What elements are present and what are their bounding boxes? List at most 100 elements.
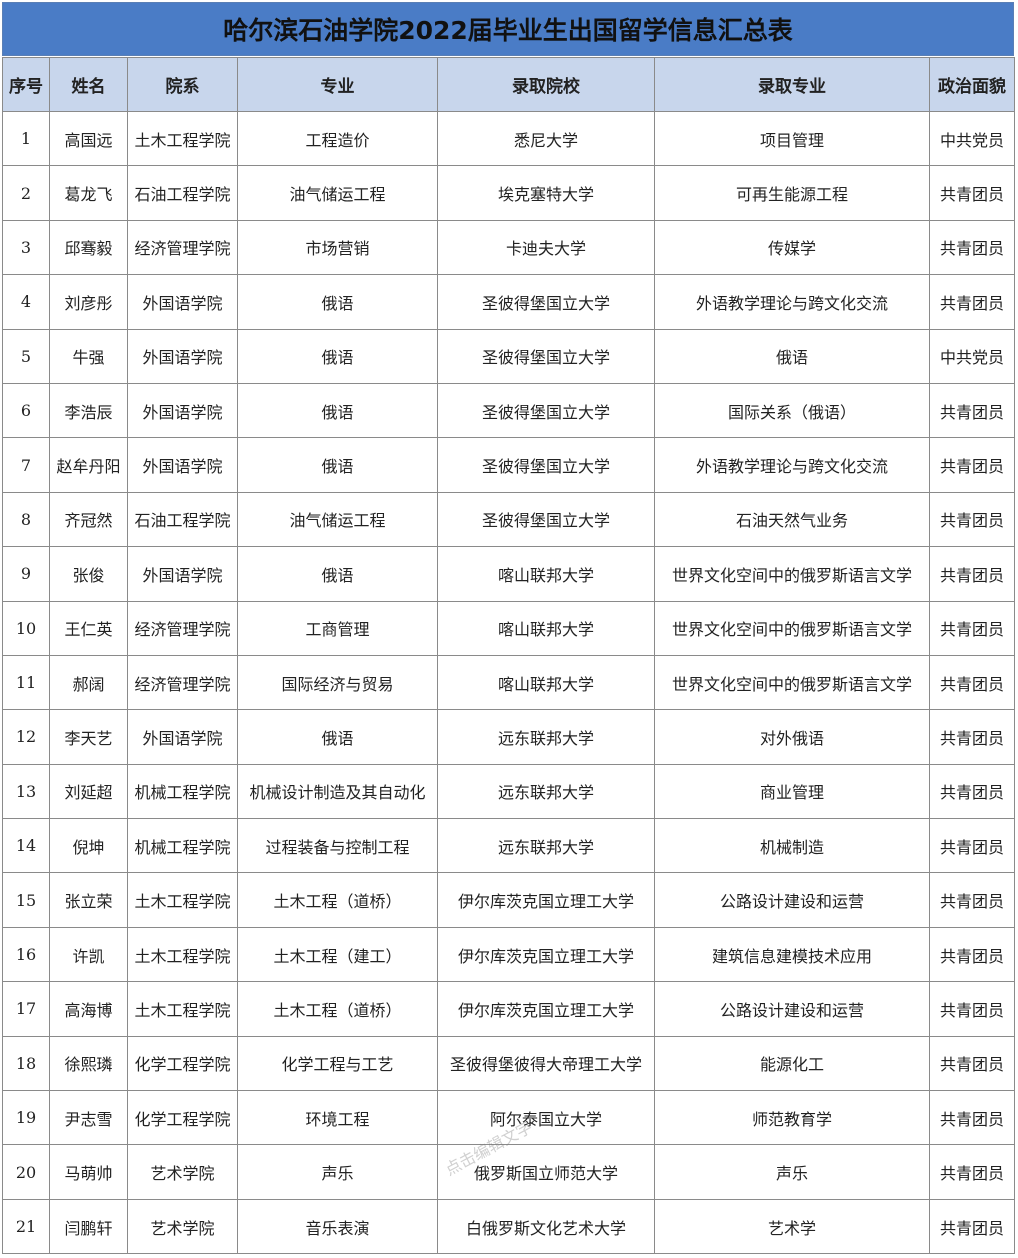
table-cell: 环境工程 [237,1090,438,1146]
table-cell: 牛强 [49,328,128,384]
table-cell: 国际经济与贸易 [237,654,438,711]
table-row: 13 刘延超 机械工程学院 机械设计制造及其自动化 远东联邦大学 商业管理 共青团员 [2,763,1015,820]
table-cell: 项目管理 [654,110,930,167]
table-cell: 葛龙飞 [49,165,128,221]
table-cell: 共青团员 [929,763,1015,820]
table-cell: 13 [2,763,50,820]
table-cell: 10 [2,600,50,656]
table-cell: 马萌帅 [49,1144,128,1200]
table-cell: 7 [2,437,50,493]
table-cell: 师范教育学 [654,1090,930,1146]
table-cell: 远东联邦大学 [437,818,655,874]
table-cell: 伊尔库茨克国立理工大学 [437,926,655,983]
table-cell: 闫鹏轩 [49,1198,128,1255]
table-cell: 尹志雪 [49,1090,128,1146]
table-cell: 油气储运工程 [237,165,438,221]
column-header: 录取专业 [654,57,930,112]
table-cell: 9 [2,546,50,602]
column-header: 序号 [2,57,50,112]
table-cell: 喀山联邦大学 [437,546,655,602]
table-row: 5 牛强 外国语学院 俄语 圣彼得堡国立大学 俄语 中共党员 [2,328,1015,384]
table-cell: 圣彼得堡国立大学 [437,491,655,548]
table-row: 19 尹志雪 化学工程学院 环境工程 阿尔泰国立大学 师范教育学 共青团员 [2,1090,1015,1146]
table-cell: 国际关系（俄语） [654,382,930,439]
table-cell: 工商管理 [237,600,438,656]
table-cell: 机械制造 [654,818,930,874]
table-row: 8 齐冠然 石油工程学院 油气储运工程 圣彼得堡国立大学 石油天然气业务 共青团员 [2,491,1015,548]
table-cell: 俄语 [237,437,438,493]
table-cell: 张俊 [49,546,128,602]
table-cell: 21 [2,1198,50,1255]
table-cell: 阿尔泰国立大学 [437,1090,655,1146]
table-row: 17 高海博 土木工程学院 土木工程（道桥） 伊尔库茨克国立理工大学 公路设计建设和运营共… [2,981,1015,1037]
table-cell: 喀山联邦大学 [437,600,655,656]
table-cell: 对外俄语 [654,709,930,765]
table-row: 4 刘彦彤 外国语学院 俄语 圣彼得堡国立大学 外语教学理论与跨文化交流 共青团员 [2,274,1015,330]
table-cell: 刘延超 [49,763,128,820]
table-cell: 土木工程学院 [127,981,238,1037]
table-cell: 市场营销 [237,219,438,276]
table-cell: 经济管理学院 [127,600,238,656]
table-cell: 悉尼大学 [437,110,655,167]
table-cell: 外国语学院 [127,437,238,493]
table-row: 7 赵牟丹阳 外国语学院 俄语 圣彼得堡国立大学 外语教学理论与跨文化交流 共青团员 [2,437,1015,493]
table-cell: 能源化工 [654,1035,930,1092]
column-header: 政治面貌 [929,57,1015,112]
table-cell: 远东联邦大学 [437,763,655,820]
table-cell: 外国语学院 [127,328,238,384]
table-cell: 土木工程学院 [127,926,238,983]
table-cell: 6 [2,382,50,439]
table-cell: 李天艺 [49,709,128,765]
table-cell: 齐冠然 [49,491,128,548]
table-row: 15 张立荣 土木工程学院 土木工程（道桥） 伊尔库茨克国立理工大学 公路设计建设和运营共… [2,872,1015,928]
table-row: 20 马萌帅 艺术学院 声乐 俄罗斯国立师范大学 声乐 共青团员 [2,1144,1015,1200]
table-cell: 机械工程学院 [127,818,238,874]
table-cell: 过程装备与控制工程 [237,818,438,874]
table-row: 14 倪坤 机械工程学院 过程装备与控制工程 远东联邦大学 机械制造 共青团员 [2,818,1015,874]
table-row: 6 李浩辰 外国语学院 俄语 圣彼得堡国立大学 国际关系（俄语） 共青团员 [2,382,1015,439]
table-cell: 倪坤 [49,818,128,874]
table-cell: 外国语学院 [127,546,238,602]
table-cell: 外语教学理论与跨文化交流 [654,437,930,493]
table-cell: 化学工程学院 [127,1090,238,1146]
table-cell: 可再生能源工程 [654,165,930,221]
table-cell: 圣彼得堡彼得大帝理工大学 [437,1035,655,1092]
table-cell: 圣彼得堡国立大学 [437,437,655,493]
table-cell: 俄罗斯国立师范大学 [437,1144,655,1200]
table-row: 12 李天艺 外国语学院 俄语 远东联邦大学 对外俄语 共青团员 [2,709,1015,765]
table-cell: 外国语学院 [127,274,238,330]
table-cell: 12 [2,709,50,765]
table-cell: 伊尔库茨克国立理工大学 [437,872,655,928]
table-cell: 喀山联邦大学 [437,654,655,711]
table-cell: 共青团员 [929,491,1015,548]
table-cell: 远东联邦大学 [437,709,655,765]
table-cell: 艺术学院 [127,1144,238,1200]
table-cell: 外国语学院 [127,709,238,765]
table-row: 18 徐熙璘 化学工程学院 化学工程与工艺 圣彼得堡彼得大帝理工大学 能源化工 共青团员 [2,1035,1015,1092]
table-cell: 俄语 [237,382,438,439]
table-cell: 共青团员 [929,165,1015,221]
table-cell: 14 [2,818,50,874]
table-row: 2 葛龙飞 石油工程学院 油气储运工程 埃克塞特大学 可再生能源工程 共青团员 [2,165,1015,221]
table-cell: 经济管理学院 [127,654,238,711]
table-cell: 石油天然气业务 [654,491,930,548]
table-cell: 埃克塞特大学 [437,165,655,221]
table-cell: 许凯 [49,926,128,983]
table-cell: 俄语 [237,328,438,384]
table-cell: 石油工程学院 [127,165,238,221]
table-row: 1 高国远 土木工程学院 工程造价 悉尼大学 项目管理 中共党员 [2,110,1015,167]
table-cell: 机械工程学院 [127,763,238,820]
table-cell: 共青团员 [929,1090,1015,1146]
table-cell: 8 [2,491,50,548]
table-cell: 圣彼得堡国立大学 [437,328,655,384]
table-cell: 土木工程学院 [127,872,238,928]
table-cell: 音乐表演 [237,1198,438,1255]
table-cell: 公路设计建设和运营 [654,872,930,928]
table-cell: 俄语 [654,328,930,384]
table-cell: 共青团员 [929,981,1015,1037]
table-cell: 邱骞毅 [49,219,128,276]
table-cell: 11 [2,654,50,711]
table-cell: 传媒学 [654,219,930,276]
table-cell: 17 [2,981,50,1037]
